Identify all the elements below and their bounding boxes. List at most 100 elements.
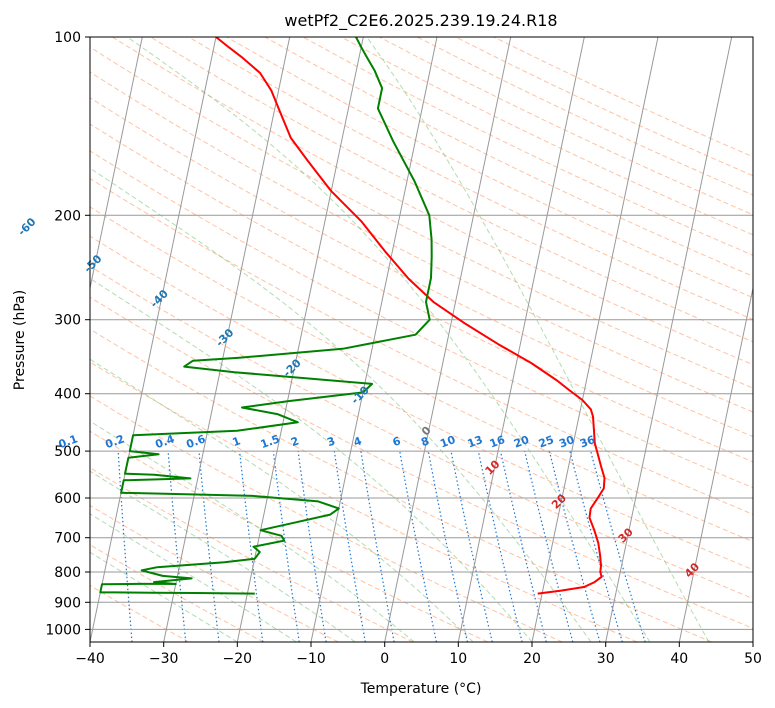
mixing-ratio-line — [499, 450, 547, 642]
isotherm-label: 30 — [616, 525, 636, 545]
x-tick-label: 40 — [670, 651, 688, 667]
y-tick-label: 100 — [54, 30, 81, 46]
mixing-ratio-line — [569, 450, 623, 642]
dry-adiabat — [90, 467, 414, 642]
mixing-ratio-line — [399, 451, 437, 642]
y-tick-label: 600 — [54, 491, 81, 507]
isotherm — [605, 37, 733, 642]
moist-adiabat — [90, 470, 356, 642]
y-axis-label: Pressure (hPa) — [12, 290, 28, 390]
dry-adiabat — [226, 37, 753, 299]
isotherm-label: 40 — [682, 560, 702, 580]
dry-adiabat — [90, 395, 563, 642]
moist-adiabat — [90, 277, 533, 642]
x-tick-label: 20 — [523, 651, 541, 667]
dry-adiabat — [188, 37, 753, 321]
dry-adiabat — [150, 37, 753, 343]
mixing-ratio-label: 2 — [289, 434, 301, 449]
isotherm — [0, 37, 69, 642]
isotherm — [163, 37, 291, 642]
dry-adiabat — [90, 71, 753, 413]
mixing-ratio-label: 0.4 — [154, 432, 177, 451]
isotherms — [0, 37, 753, 642]
dry-adiabat — [112, 37, 753, 366]
moist-adiabat — [90, 167, 592, 642]
isotherm-label: -60 — [15, 215, 38, 238]
profile-lines — [99, 37, 606, 595]
isotherm — [752, 639, 753, 642]
moist-adiabat — [90, 551, 238, 642]
y-tick-label: 200 — [54, 208, 81, 224]
mixing-ratio-line — [427, 450, 469, 642]
moist-adiabat — [90, 358, 474, 642]
dry-adiabat — [90, 46, 753, 389]
y-tick-label: 1000 — [45, 622, 81, 638]
mixing-ratio-line — [524, 450, 574, 642]
mixing-ratio-label: 36 — [578, 433, 597, 451]
x-tick-label: 0 — [380, 651, 389, 667]
mixing-ratio-line — [272, 451, 300, 642]
dry-adiabat — [90, 544, 264, 642]
mixing-ratio-label: 0.1 — [57, 432, 80, 451]
moist-adiabat — [366, 37, 710, 642]
isotherm — [90, 37, 217, 642]
moist-adiabat — [126, 37, 651, 642]
mixing-ratio-line — [297, 451, 327, 642]
plot-frame — [89, 36, 754, 643]
mixing-ratio-label: 1.5 — [259, 432, 282, 451]
dewpoint-line — [99, 37, 433, 595]
x-tick-label: 30 — [597, 651, 615, 667]
mixing-ratio-label: 13 — [466, 433, 485, 450]
mixing-ratio-label: 3 — [325, 434, 337, 449]
dry-adiabat — [90, 265, 753, 600]
mixing-ratio-label: 30 — [557, 433, 576, 451]
isotherm-label: -40 — [148, 287, 171, 310]
mixing-ratio-label: 10 — [438, 433, 457, 451]
moist-adiabats — [90, 37, 710, 642]
y-tick-label: 700 — [54, 531, 81, 547]
mixing-ratio-line — [590, 450, 646, 642]
dry-adiabat — [90, 504, 339, 642]
isotherm — [310, 37, 438, 642]
dry-adiabat — [90, 235, 753, 571]
mixing-ratio-label: 20 — [512, 433, 531, 451]
dry-adiabat — [90, 328, 712, 642]
y-tick-label: 300 — [54, 313, 81, 329]
isotherm-label: 10 — [483, 457, 503, 477]
dry-adiabat — [90, 361, 638, 642]
mixing-ratio-line — [477, 450, 523, 642]
mixing-ratio-label: 1 — [231, 434, 243, 449]
isotherm-label: -30 — [213, 326, 236, 349]
x-tick-label: −40 — [75, 651, 105, 667]
isotherm-label: 20 — [549, 491, 569, 511]
isotherm — [457, 37, 585, 642]
dry-adiabat — [90, 206, 753, 543]
mixing-ratio-label: 8 — [419, 434, 431, 449]
dry-adiabat — [417, 37, 753, 196]
chart-title: wetPf2_C2E6.2025.239.19.24.R18 — [284, 11, 557, 31]
mixing-ratio-line — [360, 451, 395, 642]
y-axis-ticks: 100 200 300 400 500 600 700 800 900 1000 — [45, 30, 90, 638]
y-tick-label: 400 — [54, 387, 81, 403]
x-tick-label: −20 — [223, 651, 253, 667]
mixing-ratio-line — [333, 451, 366, 642]
y-tick-label: 500 — [54, 444, 81, 460]
isotherm — [531, 37, 659, 642]
moist-adiabat — [90, 513, 297, 642]
isotherm — [90, 37, 143, 291]
mixing-ratio-label: 25 — [537, 433, 556, 450]
isotherm-label: -50 — [81, 252, 104, 275]
mixing-ratio-label: 0.6 — [184, 432, 207, 451]
dry-adiabat — [90, 177, 753, 515]
mixing-ratio-line — [450, 450, 493, 642]
x-axis-ticks: −40 −30 −20 −10 0 10 20 30 40 50 — [75, 642, 762, 667]
dry-adiabat — [90, 150, 753, 489]
temperature-line — [215, 37, 606, 595]
y-tick-label: 900 — [54, 595, 81, 611]
mixing-ratio-label: 0.2 — [104, 432, 127, 451]
x-tick-label: 50 — [744, 651, 762, 667]
isotherm — [678, 285, 753, 642]
mixing-ratio-line — [198, 451, 220, 642]
y-tick-label: 800 — [54, 565, 81, 581]
x-tick-label: −10 — [296, 651, 326, 667]
